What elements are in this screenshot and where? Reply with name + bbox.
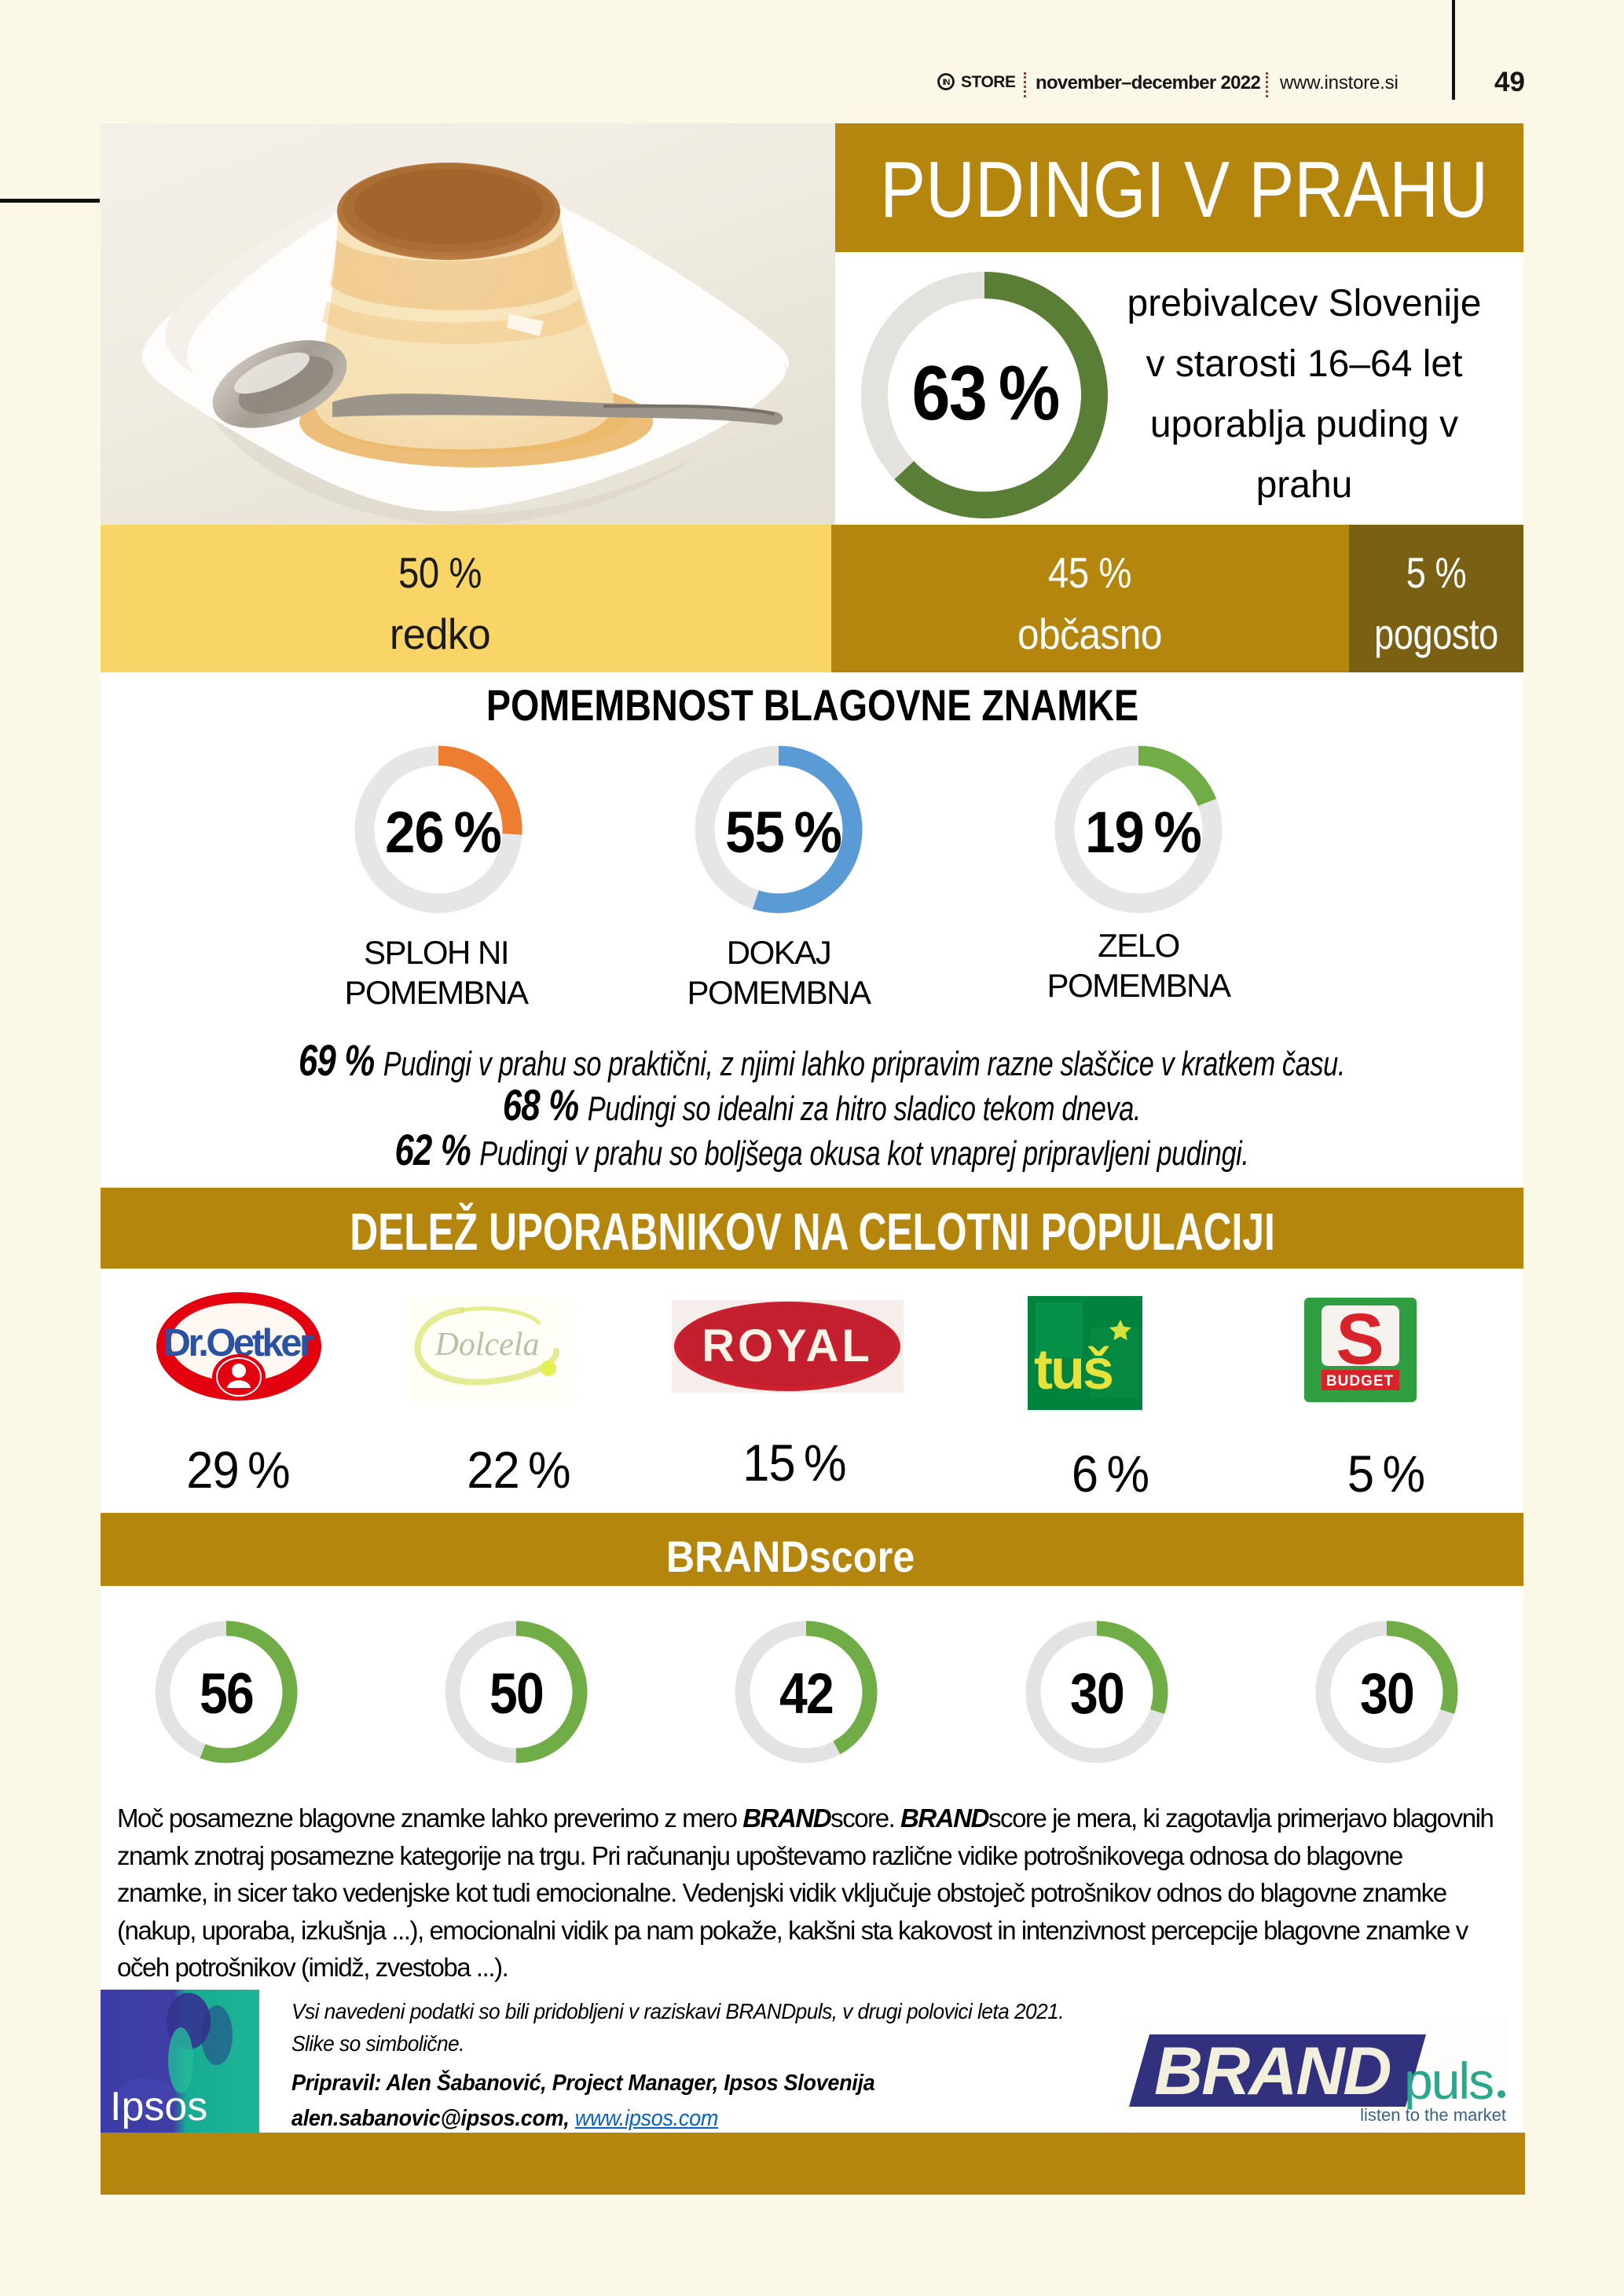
svg-text:Ipsos: Ipsos [110, 2084, 207, 2129]
svg-text:Dolcela: Dolcela [434, 1327, 540, 1363]
svg-text:BUDGET: BUDGET [1326, 1373, 1394, 1390]
svg-text:puls: puls [1404, 2052, 1493, 2110]
svg-text:listen to the market: listen to the market [1360, 2105, 1506, 2125]
svg-text:S: S [1336, 1299, 1384, 1379]
svg-text:IN: IN [943, 78, 951, 87]
svg-text:ROYAL: ROYAL [702, 1320, 873, 1371]
svg-text:tuš: tuš [1034, 1338, 1113, 1401]
svg-text:BRAND: BRAND [1154, 2034, 1391, 2109]
